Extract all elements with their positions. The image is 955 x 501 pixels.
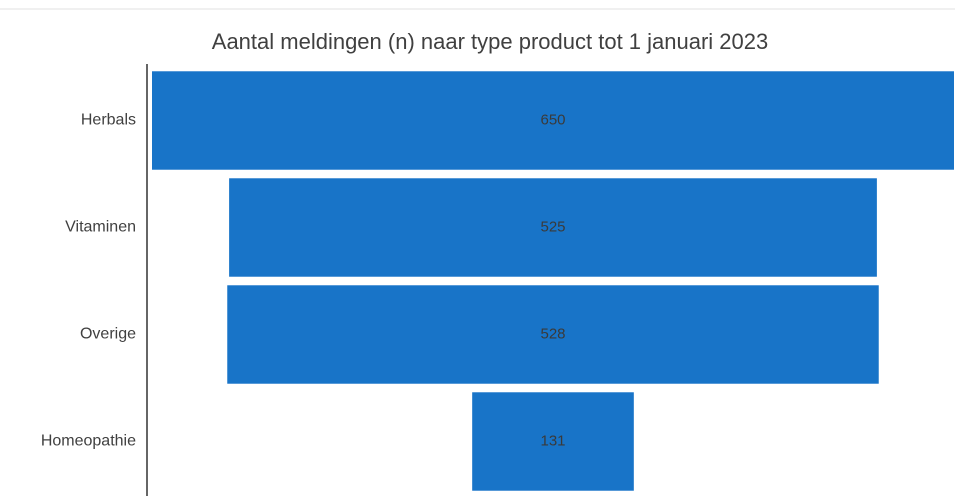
bar (152, 71, 954, 170)
bar (229, 178, 877, 277)
data-label: 650 (540, 111, 565, 128)
chart-title: Aantal meldingen (n) naar type product t… (212, 29, 768, 54)
category-label: Homeopathie (41, 433, 136, 450)
bar (227, 285, 879, 384)
category-label: Herbals (81, 112, 136, 129)
category-label: Vitaminen (65, 219, 136, 236)
data-label: 131 (540, 432, 565, 449)
data-label: 528 (540, 325, 565, 342)
bar (472, 392, 634, 491)
category-label: Overige (80, 326, 136, 343)
data-label: 525 (540, 218, 565, 235)
